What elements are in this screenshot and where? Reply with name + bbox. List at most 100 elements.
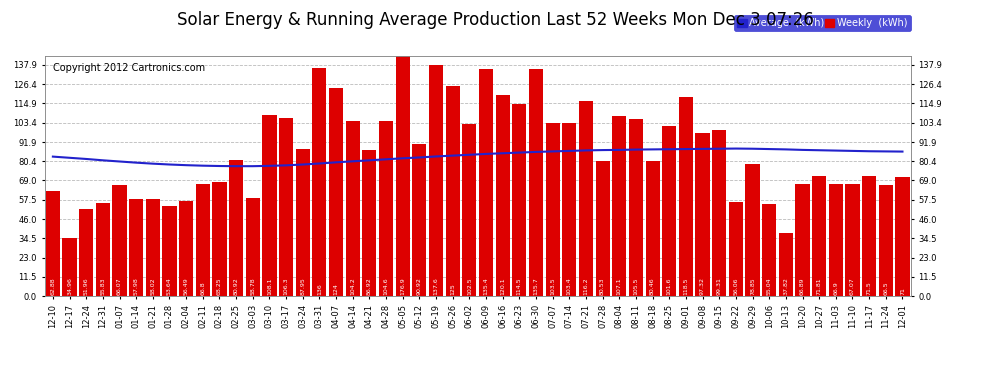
Text: 55.83: 55.83 [100, 277, 105, 295]
Text: 56.49: 56.49 [184, 277, 189, 295]
Bar [162, 206, 176, 296]
Bar [279, 118, 293, 296]
Bar [262, 115, 276, 296]
Text: 71.81: 71.81 [817, 277, 822, 295]
Text: 101.6: 101.6 [666, 278, 672, 295]
Text: 67.07: 67.07 [850, 277, 855, 295]
Bar [429, 65, 444, 296]
Bar [462, 124, 476, 296]
Text: 56.06: 56.06 [734, 278, 739, 295]
Text: 102.5: 102.5 [467, 277, 472, 295]
Bar [412, 144, 427, 296]
Bar [96, 202, 110, 296]
Bar [229, 160, 244, 296]
Bar [895, 177, 910, 296]
Bar [196, 184, 210, 296]
Text: 58.02: 58.02 [150, 277, 155, 295]
Text: 104.6: 104.6 [383, 277, 388, 295]
Bar [729, 202, 742, 296]
Bar [529, 69, 544, 296]
Text: 176.9: 176.9 [400, 277, 405, 295]
Text: 107.1: 107.1 [617, 277, 622, 295]
Text: 118.5: 118.5 [683, 278, 688, 295]
Bar [129, 199, 144, 296]
Text: Copyright 2012 Cartronics.com: Copyright 2012 Cartronics.com [53, 63, 205, 74]
Bar [146, 199, 160, 296]
Bar [579, 101, 593, 296]
Bar [812, 176, 827, 296]
Bar [329, 88, 344, 296]
Bar [829, 184, 842, 296]
Text: 66.89: 66.89 [800, 277, 805, 295]
Bar [762, 204, 776, 296]
Text: 78.85: 78.85 [750, 277, 755, 295]
Bar [645, 161, 659, 296]
Bar [362, 150, 376, 296]
Text: 104.2: 104.2 [350, 277, 355, 295]
Bar [662, 126, 676, 296]
Bar [296, 148, 310, 296]
Text: 136: 136 [317, 283, 322, 295]
Bar [879, 184, 893, 296]
Bar [312, 68, 327, 296]
Text: 71: 71 [900, 287, 905, 295]
Text: 103.4: 103.4 [567, 277, 572, 295]
Text: 66.8: 66.8 [200, 281, 205, 295]
Text: 97.32: 97.32 [700, 277, 705, 295]
Bar [446, 86, 459, 296]
Bar [862, 176, 876, 296]
Text: 62.88: 62.88 [50, 277, 55, 295]
Bar [745, 164, 759, 296]
Bar [113, 185, 127, 296]
Text: 99.31: 99.31 [717, 277, 722, 295]
Bar [696, 133, 710, 296]
Text: 66.9: 66.9 [834, 281, 839, 295]
Bar [512, 104, 527, 296]
Bar [62, 238, 76, 296]
Text: 51.96: 51.96 [84, 277, 89, 295]
Text: 58.78: 58.78 [250, 277, 255, 295]
Text: 108.1: 108.1 [267, 278, 272, 295]
Text: 66.07: 66.07 [117, 277, 122, 295]
Text: 135.4: 135.4 [483, 277, 488, 295]
Bar [396, 0, 410, 296]
Text: 124: 124 [334, 283, 339, 295]
Text: 80.53: 80.53 [600, 277, 605, 295]
Text: 71.5: 71.5 [866, 281, 871, 295]
Text: 53.64: 53.64 [167, 277, 172, 295]
Text: 80.46: 80.46 [650, 277, 655, 295]
Text: 68.25: 68.25 [217, 277, 222, 295]
Legend: Average  (kWh), Weekly  (kWh): Average (kWh), Weekly (kWh) [734, 15, 911, 31]
Text: 114.5: 114.5 [517, 277, 522, 295]
Text: Solar Energy & Running Average Production Last 52 Weeks Mon Dec 3 07:26: Solar Energy & Running Average Productio… [176, 11, 814, 29]
Bar [379, 121, 393, 296]
Bar [612, 117, 627, 296]
Text: 106.3: 106.3 [283, 277, 289, 295]
Text: 135.7: 135.7 [534, 277, 539, 295]
Bar [46, 191, 60, 296]
Bar [79, 209, 93, 296]
Text: 80.92: 80.92 [234, 277, 239, 295]
Text: 116.2: 116.2 [583, 277, 588, 295]
Bar [346, 122, 359, 296]
Bar [496, 95, 510, 296]
Bar [213, 182, 227, 296]
Bar [562, 123, 576, 296]
Text: 55.04: 55.04 [766, 277, 771, 295]
Bar [545, 123, 559, 296]
Text: 125: 125 [450, 283, 455, 295]
Bar [179, 201, 193, 296]
Text: 137.6: 137.6 [434, 277, 439, 295]
Bar [629, 119, 644, 296]
Text: 66.5: 66.5 [883, 281, 888, 295]
Text: 86.92: 86.92 [367, 277, 372, 295]
Bar [795, 184, 810, 296]
Bar [246, 198, 259, 296]
Text: 103.5: 103.5 [550, 277, 555, 295]
Text: 34.96: 34.96 [67, 277, 72, 295]
Bar [779, 233, 793, 296]
Text: 120.1: 120.1 [500, 277, 505, 295]
Bar [596, 161, 610, 296]
Bar [679, 98, 693, 296]
Bar [479, 69, 493, 296]
